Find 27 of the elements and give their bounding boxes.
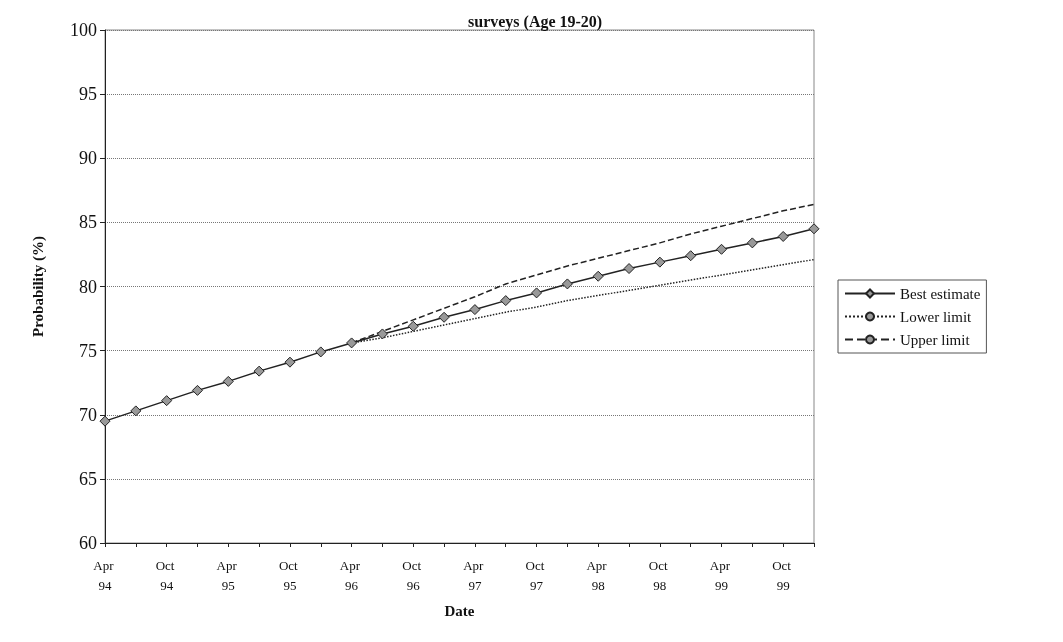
x-tick-label: Apr 96 bbox=[339, 557, 364, 593]
y-tick-label: 90 bbox=[79, 148, 97, 169]
y-tick-label: 70 bbox=[79, 404, 97, 425]
legend-label: Upper limit bbox=[900, 331, 971, 348]
chart-title: surveys (Age 19-20) bbox=[468, 12, 603, 31]
y-tick-label: 100 bbox=[70, 20, 97, 40]
y-axis-title: Probability (%) bbox=[29, 236, 47, 337]
x-tick-label: Apr 95 bbox=[216, 557, 241, 593]
y-tick-label: 95 bbox=[79, 84, 97, 105]
x-tick-label: Oct 94 bbox=[155, 557, 178, 593]
x-tick-label: Apr 94 bbox=[93, 557, 117, 593]
y-tick-label: 75 bbox=[79, 340, 97, 361]
x-tick-label: Apr 99 bbox=[709, 557, 734, 593]
x-tick-label: Oct 95 bbox=[278, 557, 301, 593]
legend-label: Best estimate bbox=[900, 285, 981, 302]
y-tick-label: 60 bbox=[79, 533, 97, 553]
x-tick-label: Oct 98 bbox=[648, 557, 671, 593]
y-tick-label: 85 bbox=[79, 212, 97, 233]
x-tick-label: Apr 97 bbox=[463, 557, 487, 593]
x-tick-label: Oct 97 bbox=[525, 557, 548, 593]
x-axis-title: Date bbox=[444, 602, 475, 619]
x-tick-label: Oct 99 bbox=[772, 557, 795, 593]
y-tick-label: 80 bbox=[79, 276, 97, 297]
legend-label: Lower limit bbox=[900, 308, 973, 325]
y-tick-label: 65 bbox=[79, 468, 97, 489]
x-tick-label: Oct 96 bbox=[402, 557, 425, 593]
x-tick-label: Apr 98 bbox=[586, 557, 610, 593]
